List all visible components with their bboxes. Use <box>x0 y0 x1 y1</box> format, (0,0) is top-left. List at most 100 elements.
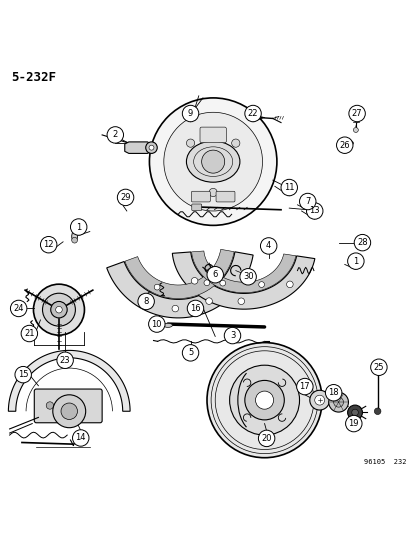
Circle shape <box>346 141 351 146</box>
Text: 1: 1 <box>76 222 81 231</box>
Text: 11: 11 <box>283 183 294 192</box>
Polygon shape <box>8 350 130 411</box>
Circle shape <box>74 402 81 409</box>
Circle shape <box>219 280 225 286</box>
Circle shape <box>244 106 261 122</box>
Ellipse shape <box>344 141 353 146</box>
Circle shape <box>299 193 315 210</box>
Circle shape <box>239 269 256 285</box>
Circle shape <box>55 402 62 409</box>
Text: 7: 7 <box>304 197 310 206</box>
Text: 16: 16 <box>190 304 200 313</box>
Text: 14: 14 <box>75 433 86 442</box>
Circle shape <box>204 280 209 286</box>
Circle shape <box>64 402 72 409</box>
Text: 5-232F: 5-232F <box>12 71 57 84</box>
Text: 6: 6 <box>212 270 217 279</box>
Circle shape <box>149 98 276 225</box>
Text: 13: 13 <box>309 206 319 215</box>
Circle shape <box>354 235 370 251</box>
Circle shape <box>43 293 75 326</box>
Text: 23: 23 <box>59 356 70 365</box>
Polygon shape <box>125 249 233 298</box>
FancyBboxPatch shape <box>191 191 210 202</box>
Polygon shape <box>172 252 314 309</box>
Text: 4: 4 <box>266 241 271 251</box>
Circle shape <box>72 430 89 446</box>
Circle shape <box>74 408 81 415</box>
Circle shape <box>325 384 341 401</box>
Text: 19: 19 <box>348 419 358 428</box>
Circle shape <box>205 298 212 304</box>
Circle shape <box>71 237 77 243</box>
Text: 27: 27 <box>351 109 361 118</box>
Circle shape <box>244 381 284 420</box>
Circle shape <box>182 345 198 361</box>
Circle shape <box>237 298 244 304</box>
Text: 30: 30 <box>242 272 253 281</box>
Circle shape <box>345 415 361 432</box>
FancyBboxPatch shape <box>191 204 201 211</box>
Ellipse shape <box>163 323 172 327</box>
Circle shape <box>314 395 324 405</box>
Text: 22: 22 <box>247 109 258 118</box>
Circle shape <box>333 397 343 407</box>
Circle shape <box>33 284 84 335</box>
Circle shape <box>280 179 297 196</box>
Circle shape <box>353 127 358 132</box>
Circle shape <box>53 395 85 427</box>
Circle shape <box>145 142 157 154</box>
Text: 1: 1 <box>352 257 358 265</box>
Circle shape <box>258 430 274 447</box>
Circle shape <box>348 106 364 122</box>
Circle shape <box>10 300 27 317</box>
Circle shape <box>51 302 67 318</box>
Polygon shape <box>191 251 295 293</box>
FancyBboxPatch shape <box>216 191 235 202</box>
Circle shape <box>182 106 198 122</box>
FancyBboxPatch shape <box>199 127 226 143</box>
Circle shape <box>21 325 38 342</box>
Circle shape <box>186 139 194 147</box>
Polygon shape <box>124 142 151 154</box>
Circle shape <box>231 139 239 147</box>
Circle shape <box>229 365 299 435</box>
Text: 25: 25 <box>373 363 383 372</box>
Circle shape <box>139 295 145 302</box>
Circle shape <box>206 343 321 458</box>
Circle shape <box>55 306 62 313</box>
Circle shape <box>171 305 178 312</box>
Circle shape <box>209 188 217 197</box>
Text: 26: 26 <box>339 141 349 150</box>
Circle shape <box>46 402 54 409</box>
Circle shape <box>149 145 154 150</box>
Circle shape <box>286 281 292 288</box>
Ellipse shape <box>71 231 77 242</box>
Circle shape <box>191 278 197 284</box>
Circle shape <box>70 219 87 235</box>
Text: 10: 10 <box>151 320 161 328</box>
Circle shape <box>258 281 264 287</box>
Circle shape <box>351 409 358 416</box>
Text: 20: 20 <box>261 434 271 443</box>
Circle shape <box>370 359 386 375</box>
Circle shape <box>15 366 31 383</box>
Circle shape <box>260 238 276 254</box>
FancyBboxPatch shape <box>34 389 102 423</box>
Text: 12: 12 <box>43 240 54 249</box>
Circle shape <box>187 300 203 317</box>
Circle shape <box>117 189 133 206</box>
Circle shape <box>138 293 154 310</box>
Circle shape <box>255 391 273 409</box>
Text: 3: 3 <box>229 331 235 340</box>
Circle shape <box>154 284 159 290</box>
Circle shape <box>201 150 224 173</box>
Text: 24: 24 <box>13 304 24 313</box>
Text: 2: 2 <box>112 131 118 140</box>
Circle shape <box>206 266 223 283</box>
Ellipse shape <box>186 141 239 182</box>
Polygon shape <box>107 252 252 318</box>
Text: 9: 9 <box>188 109 193 118</box>
Text: 28: 28 <box>356 238 367 247</box>
Circle shape <box>328 392 348 412</box>
